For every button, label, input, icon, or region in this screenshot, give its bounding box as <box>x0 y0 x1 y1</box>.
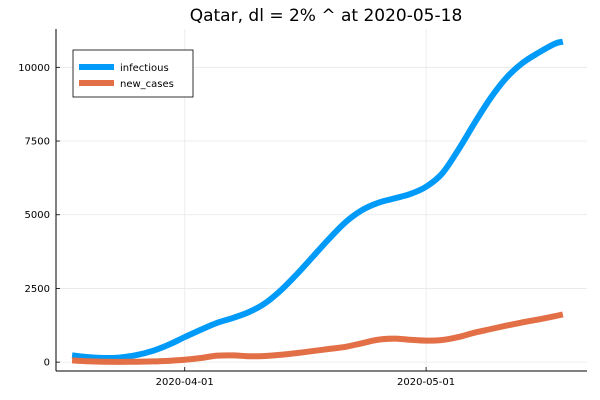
tick-labels: 0 2500 5000 7500 10000 2020-04-01 2020-05-01 <box>18 63 455 388</box>
y-tick-label-0: 0 <box>44 358 50 369</box>
y-tick-label-2: 5000 <box>25 210 50 221</box>
legend-box <box>72 49 194 98</box>
legend-label-infectious: infectious <box>120 63 169 74</box>
series-line-infectious <box>71 38 564 362</box>
y-tick-label-3: 7500 <box>25 137 50 148</box>
legend-label-new-cases: new_cases <box>120 79 174 90</box>
series-line-new-cases <box>71 311 564 365</box>
chart-title: Qatar, dl = 2% ^ at 2020-05-18 <box>190 6 463 26</box>
legend: infectious new_cases <box>72 49 194 98</box>
y-tick-label-1: 2500 <box>25 284 50 295</box>
y-tick-label-4: 10000 <box>18 63 50 74</box>
x-tick-label-1: 2020-05-01 <box>397 377 455 388</box>
x-tick-label-0: 2020-04-01 <box>156 377 214 388</box>
series-group <box>71 38 564 365</box>
axes <box>55 29 587 372</box>
